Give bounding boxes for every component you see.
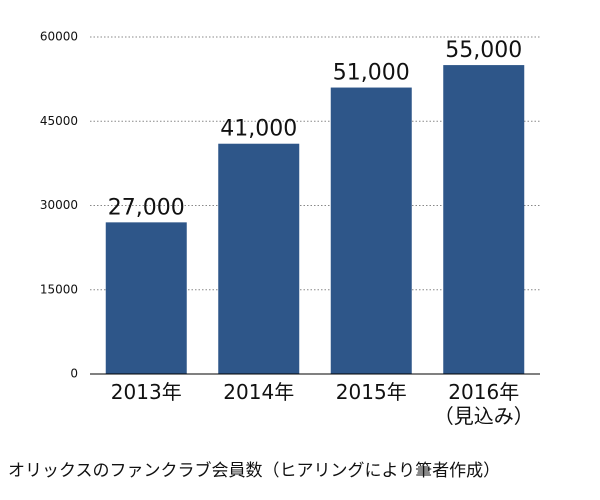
x-tick-label: 2013年: [110, 380, 182, 404]
value-label: 55,000: [445, 38, 522, 63]
x-tick-label: 2014年: [223, 380, 295, 404]
y-tick-label: 15000: [40, 282, 78, 296]
bar: [105, 222, 187, 374]
y-tick-label: 0: [70, 367, 78, 381]
y-tick-label: 30000: [40, 198, 78, 212]
value-label: 27,000: [108, 195, 185, 220]
value-label: 41,000: [220, 117, 297, 142]
bar: [443, 65, 525, 374]
y-tick-label: 45000: [40, 114, 78, 128]
x-tick-label: 2016年 （見込み）: [433, 380, 534, 428]
bar: [330, 87, 412, 375]
caption: オリックスのファンクラブ会員数（ヒアリングにより筆者作成）: [8, 461, 501, 481]
x-tick-label: 2015年: [335, 380, 407, 404]
value-label: 51,000: [333, 61, 410, 86]
y-tick-label: 60000: [40, 30, 78, 44]
bar: [218, 143, 300, 374]
